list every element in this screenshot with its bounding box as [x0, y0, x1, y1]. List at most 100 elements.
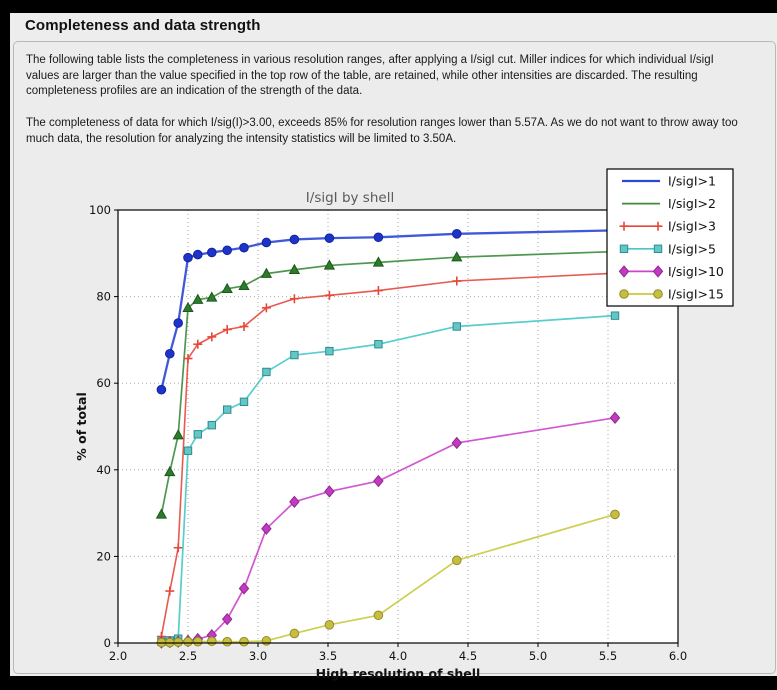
data-point-diamond — [289, 495, 300, 509]
data-point-diamond — [652, 265, 664, 278]
data-point-square — [452, 322, 462, 331]
data-point-circle — [610, 509, 620, 520]
y-tick-label: 80 — [96, 290, 111, 304]
series-line — [160, 272, 616, 637]
plot-frame — [117, 209, 679, 644]
chart-svg: 2.0 2.5 3.0 3.5 4.0 4.5 5.0 5.5 6.0 0 20 40 60 80 100 I… — [74, 168, 734, 681]
x-tick-label: 2.5 — [179, 649, 197, 663]
data-point-triangle — [238, 279, 250, 290]
x-tick-label: 5.0 — [529, 649, 547, 663]
data-point-circle — [165, 348, 175, 359]
legend-entry-I/sigI>10: I/sigI>10 — [618, 264, 724, 279]
legend-label: I/sigI>10 — [668, 264, 724, 279]
data-point-circle — [183, 636, 193, 647]
legend-box — [606, 168, 734, 307]
data-point-circle — [222, 245, 232, 256]
data-point-triangle — [288, 263, 301, 274]
data-point-triangle — [221, 282, 233, 294]
legend-entry-I/sigI>5: I/sigI>5 — [619, 241, 716, 256]
data-point-diamond — [609, 411, 621, 425]
series-I/sigI>2 — [155, 245, 621, 519]
data-point-circle — [653, 289, 663, 299]
x-tick-label: 3.0 — [249, 649, 267, 663]
data-point-square — [374, 340, 383, 349]
y-tick-label: 0 — [104, 636, 111, 650]
data-point-square — [207, 421, 217, 430]
chart-legend: I/sigI>1 I/sigI>2 I/sigI>3 I/sigI>5 I/sigI>1… — [606, 168, 734, 307]
series-I/sigI>15 — [156, 509, 620, 648]
conclusion-paragraph: The completeness of data for which I/sig… — [26, 117, 738, 145]
data-point-circle — [207, 247, 217, 258]
data-point-diamond — [373, 474, 384, 488]
data-point-square — [262, 367, 271, 377]
y-tick-label: 60 — [96, 376, 111, 390]
legend-entry-I/sigI>15: I/sigI>15 — [619, 287, 724, 302]
legend-label: I/sigI>2 — [668, 196, 716, 211]
data-point-circle — [619, 289, 629, 299]
data-point-circle — [173, 637, 183, 647]
data-point-triangle — [164, 465, 176, 477]
data-point-square — [619, 244, 629, 253]
series-I/sigI>3 — [156, 268, 620, 642]
data-point-triangle — [182, 301, 194, 313]
series-I/sigI>1 — [156, 225, 620, 395]
completeness-panel: Completeness and data strength The follo… — [10, 13, 777, 681]
x-tick-label: 4.0 — [389, 649, 407, 663]
series-line — [160, 229, 616, 390]
page-title: Completeness and data strength — [25, 17, 261, 34]
data-point-circle — [289, 628, 300, 639]
x-tick-label: 6.0 — [669, 649, 687, 663]
data-point-diamond — [618, 265, 630, 278]
data-point-circle — [173, 318, 183, 328]
data-point-circle — [289, 234, 300, 245]
legend-label: I/sigI>15 — [668, 287, 724, 302]
x-tick-label: 2.0 — [109, 649, 127, 663]
data-point-square — [223, 405, 232, 414]
series-line — [161, 314, 616, 643]
data-point-circle — [373, 610, 384, 621]
data-point-circle — [193, 249, 203, 260]
data-point-triangle — [155, 508, 168, 519]
legend-entry-I/sigI>2: I/sigI>2 — [622, 196, 716, 211]
data-point-circle — [324, 620, 335, 630]
data-point-square — [653, 244, 663, 253]
data-point-diamond — [238, 582, 250, 595]
data-point-triangle — [451, 251, 463, 262]
series-I/sigI>5 — [157, 311, 620, 646]
data-point-triangle — [172, 429, 184, 440]
data-point-triangle — [372, 256, 385, 267]
data-point-circle — [452, 229, 462, 239]
x-tick-label: 5.5 — [599, 649, 617, 663]
data-point-square — [239, 397, 249, 407]
legend-entry-I/sigI>1: I/sigI>1 — [622, 174, 716, 189]
x-axis-label: High resolution of shell — [316, 666, 481, 681]
data-point-circle — [183, 252, 193, 263]
legend-label: I/sigI>3 — [668, 219, 716, 234]
data-point-circle — [156, 384, 167, 395]
x-tick-label: 4.5 — [459, 649, 477, 663]
y-tick-label: 40 — [96, 463, 111, 477]
data-point-circle — [261, 237, 272, 248]
legend-entry-I/sigI>3: I/sigI>3 — [619, 219, 716, 234]
legend-label: I/sigI>1 — [668, 174, 716, 189]
group-box: The following table lists the completene… — [13, 41, 776, 681]
data-point-square — [290, 350, 299, 360]
y-axis-label: % of total — [74, 392, 89, 461]
data-point-circle — [261, 636, 272, 646]
data-point-diamond — [261, 522, 272, 535]
data-point-square — [193, 430, 203, 439]
data-point-square — [610, 311, 620, 320]
data-point-diamond — [324, 485, 335, 498]
x-tick-label: 3.5 — [319, 649, 337, 663]
data-point-triangle — [206, 291, 218, 302]
data-point-triangle — [323, 259, 336, 270]
data-point-diamond — [221, 613, 233, 626]
y-tick-label: 20 — [96, 549, 111, 563]
data-point-circle — [452, 555, 462, 566]
completeness-chart: 2.0 2.5 3.0 3.5 4.0 4.5 5.0 5.5 6.0 0 20 40 60 80 100 I… — [20, 160, 770, 682]
data-point-triangle — [260, 267, 273, 278]
legend-label: I/sigI>5 — [668, 241, 716, 256]
chart-title: I/sigI by shell — [306, 190, 394, 206]
data-point-circle — [222, 636, 232, 647]
data-point-square — [183, 446, 193, 455]
